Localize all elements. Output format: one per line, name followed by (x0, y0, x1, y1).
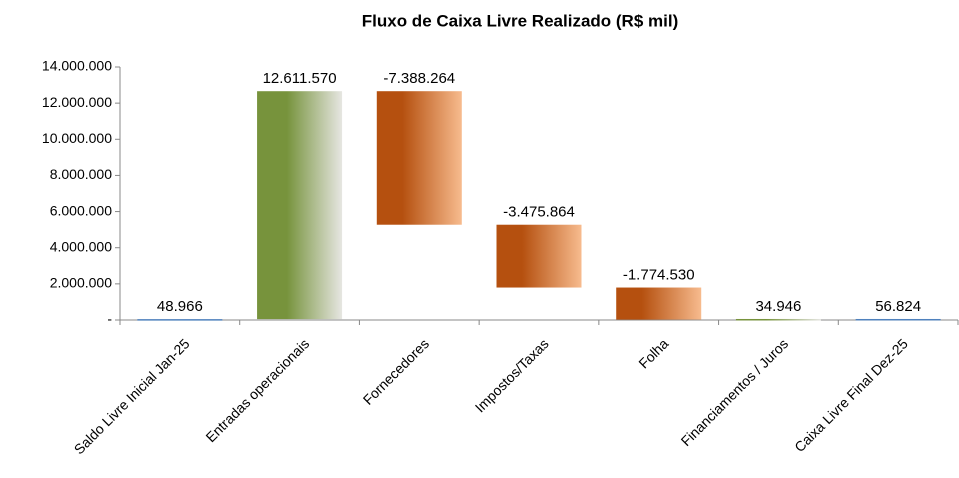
x-tick-label: Financiamentos / Juros (678, 335, 792, 449)
chart-title: Fluxo de Caixa Livre Realizado (R$ mil) (362, 11, 678, 30)
value-label: 12.611.570 (263, 70, 337, 87)
value-label: 48.966 (157, 298, 203, 315)
bar (496, 224, 582, 288)
value-label: -3.475.864 (503, 204, 575, 221)
bar (376, 91, 462, 225)
x-tick-label: Impostos/Taxas (472, 335, 552, 415)
bar (855, 318, 941, 321)
y-tick-label: 2.000.000 (50, 275, 112, 291)
value-label: -7.388.264 (383, 70, 455, 87)
bar (616, 287, 702, 320)
bar (257, 91, 343, 320)
bar (735, 318, 821, 321)
y-tick-label: 12.000.000 (42, 94, 112, 110)
y-tick-label: 4.000.000 (50, 238, 112, 254)
x-tick-label: Fornecedores (360, 335, 432, 407)
y-tick-label: - (107, 311, 112, 327)
value-label: 56.824 (875, 298, 921, 315)
value-label: 34.946 (755, 298, 801, 315)
y-tick-label: 6.000.000 (50, 202, 112, 218)
x-tick-label: Folha (635, 335, 671, 371)
bar (137, 319, 223, 321)
value-label: -1.774.530 (623, 267, 695, 284)
y-tick-label: 10.000.000 (42, 130, 112, 146)
y-tick-label: 8.000.000 (50, 166, 112, 182)
x-tick-label: Saldo Livre Inicial Jan-25 (71, 335, 193, 457)
x-tick-label: Caixa Livre Final Dez-25 (791, 335, 911, 455)
y-tick-label: 14.000.000 (42, 58, 112, 74)
x-tick-label: Entradas operacionais (202, 335, 312, 445)
